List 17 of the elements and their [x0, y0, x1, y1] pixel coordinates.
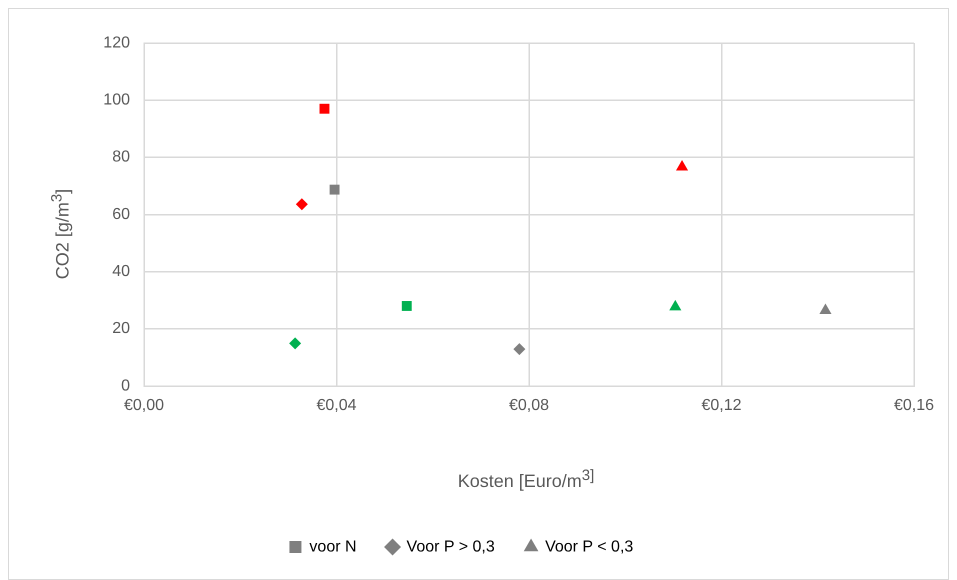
x-tick-label: €0,12: [701, 397, 742, 414]
legend-label: Voor P < 0,3: [545, 538, 634, 556]
x-axis-title: Kosten [Euro/m$^{3]}$: [456, 467, 596, 492]
y-tick-label: 0: [121, 377, 130, 394]
legend-label: Voor P > 0,3: [406, 538, 495, 556]
x-tick-label: €0,04: [316, 397, 357, 414]
y-tick-label: 100: [103, 92, 130, 109]
y-tick-label: 40: [112, 263, 130, 280]
x-tick-label: €0,00: [124, 397, 164, 414]
y-tick-label: 60: [112, 206, 130, 223]
x-tick-label: €0,16: [894, 397, 934, 414]
y-tick-label: 80: [112, 148, 130, 166]
y-tick-label: 120: [103, 34, 130, 52]
x-tick-label: €0,08: [508, 397, 550, 414]
y-tick-label: 20: [112, 320, 130, 338]
legend-label: voor N: [309, 538, 357, 556]
point: [819, 304, 832, 314]
